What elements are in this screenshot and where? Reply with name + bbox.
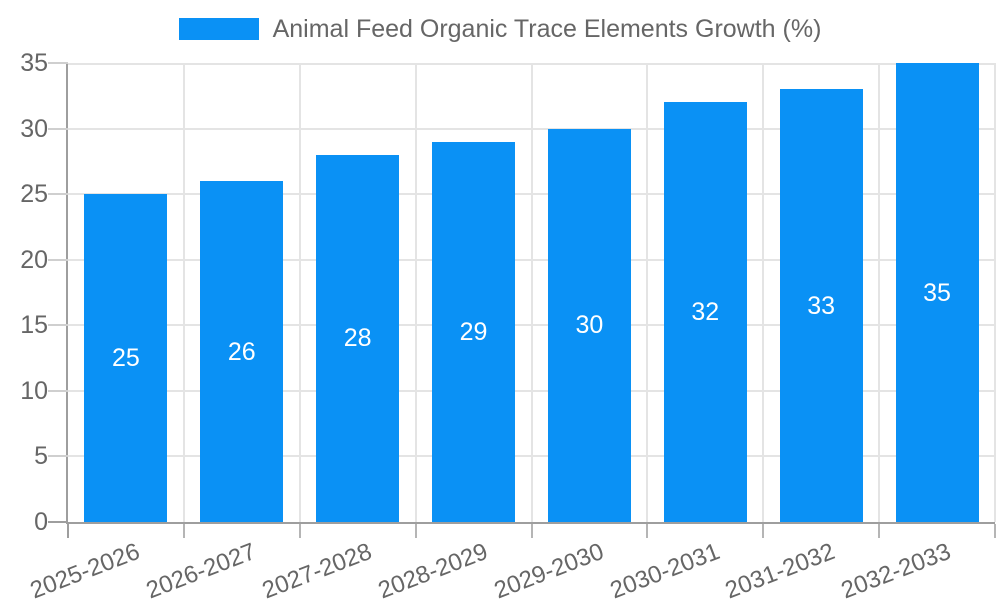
legend-title: Animal Feed Organic Trace Elements Growt… [272, 15, 822, 43]
bar-value-label: 30 [575, 311, 604, 340]
bar[interactable] [895, 63, 979, 522]
y-tick-label: 35 [20, 49, 48, 77]
bar-value-label: 32 [691, 298, 720, 327]
x-tick-mark [762, 524, 765, 538]
x-tick-mark [67, 524, 69, 538]
y-tick-mark [48, 324, 68, 327]
y-tick-mark [48, 521, 68, 523]
y-tick-label: 15 [20, 311, 48, 340]
x-tick-mark [878, 524, 881, 538]
x-tick-label: 2026-2027 [142, 538, 260, 600]
legend-swatch-icon [178, 18, 259, 40]
y-tick-label: 5 [34, 442, 48, 471]
bar-value-label: 29 [459, 317, 488, 346]
x-tick-label: 2027-2028 [258, 538, 376, 600]
y-tick-label: 0 [34, 508, 48, 536]
x-tick-label: 2032-2033 [837, 538, 955, 600]
bar[interactable] [316, 154, 400, 522]
x-tick-mark [646, 524, 649, 538]
x-tick-label: 2031-2032 [722, 538, 839, 600]
bar[interactable] [432, 141, 516, 522]
gridline-vertical [762, 63, 765, 522]
y-tick-mark [48, 127, 68, 130]
y-tick-label: 20 [20, 245, 48, 274]
bar-value-label: 33 [807, 291, 836, 320]
bar[interactable] [547, 128, 631, 522]
bar[interactable] [779, 89, 863, 522]
y-tick-mark [48, 258, 68, 261]
x-tick-label: 2029-2030 [490, 538, 608, 600]
gridline-vertical [530, 63, 533, 522]
x-tick-mark [414, 524, 417, 538]
y-tick-mark [48, 389, 68, 392]
y-tick-mark [48, 62, 68, 64]
bar-value-label: 25 [112, 344, 140, 373]
bar[interactable] [200, 181, 284, 522]
gridline-vertical [994, 63, 996, 522]
gridline-vertical [646, 63, 649, 522]
y-tick-mark [48, 455, 68, 458]
x-tick-mark [298, 524, 301, 538]
x-tick-label: 2028-2029 [374, 538, 492, 600]
bar-value-label: 35 [923, 278, 951, 307]
gridline-vertical [878, 63, 881, 522]
plot-area: 25 26 28 29 30 32 33 35 [66, 63, 996, 524]
y-tick-label: 30 [20, 114, 48, 143]
x-tick-label: 2025-2026 [26, 538, 144, 600]
bar-value-label: 26 [227, 337, 256, 366]
bar[interactable] [84, 194, 168, 522]
y-tick-label: 10 [20, 376, 48, 405]
x-tick-mark [530, 524, 533, 538]
bar[interactable] [663, 102, 747, 522]
gridline-vertical [414, 63, 417, 522]
legend[interactable]: Animal Feed Organic Trace Elements Growt… [0, 14, 1000, 44]
x-tick-mark [182, 524, 185, 538]
x-tick-mark [994, 524, 996, 538]
x-tick-label: 2030-2031 [606, 538, 723, 600]
bar-value-label: 28 [343, 324, 372, 353]
gridline-vertical [182, 63, 185, 522]
y-tick-mark [48, 193, 68, 196]
y-tick-label: 25 [20, 180, 48, 209]
gridline-vertical [298, 63, 301, 522]
